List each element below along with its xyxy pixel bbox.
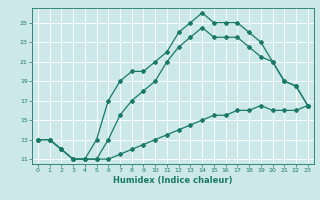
X-axis label: Humidex (Indice chaleur): Humidex (Indice chaleur) <box>113 176 233 185</box>
